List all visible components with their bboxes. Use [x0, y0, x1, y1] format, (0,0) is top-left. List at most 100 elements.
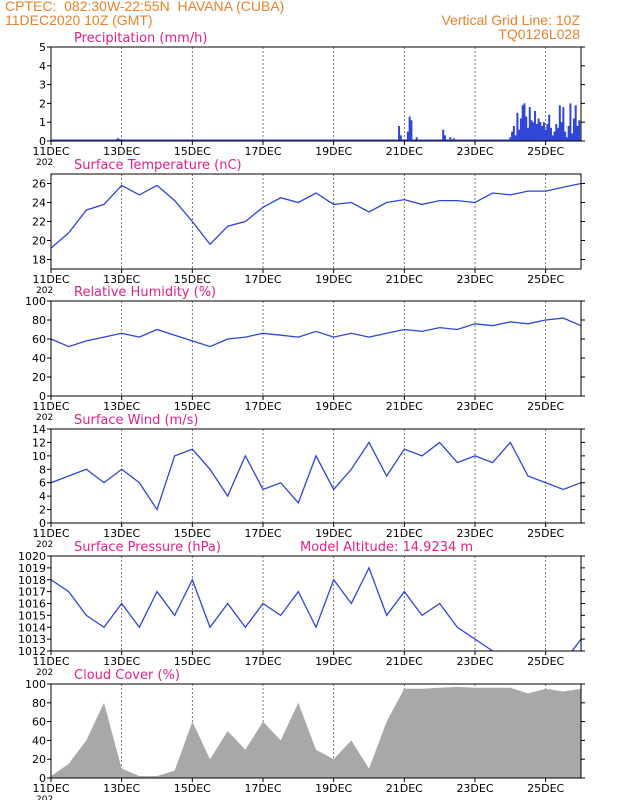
x-tick-label: 25DEC — [527, 145, 564, 158]
precip-bar — [549, 127, 552, 141]
product-code: TQ0126L028 — [498, 26, 580, 42]
y-tick-label: 80 — [32, 697, 46, 710]
precip-bar — [537, 118, 540, 141]
precip-bar — [553, 131, 556, 141]
x-tick-label: 15DEC — [174, 273, 211, 286]
x-tick-label: 11DEC — [32, 145, 69, 158]
precip-bar — [578, 120, 581, 141]
precip-bar — [449, 137, 452, 141]
y-tick-label: 100 — [25, 678, 46, 691]
panel-title: Relative Humidity (%) — [74, 285, 216, 300]
plot-frame — [50, 173, 582, 270]
panel-humidity: 0 20 40 60 80 100 11DEC 13DEC 15DEC 17DEC 19DEC 21D… — [25, 285, 585, 423]
y-tick-label: 60 — [32, 333, 46, 346]
precip-bar — [534, 110, 537, 141]
x-tick-label: 15DEC — [174, 782, 211, 795]
header-line2: 11DEC2020 10Z (GMT) — [5, 12, 153, 28]
precip-bar — [551, 135, 554, 141]
y-tick-label: 8 — [39, 463, 46, 476]
precip-bar — [557, 127, 560, 141]
y-tick-label: 26 — [32, 178, 46, 191]
plot-frame — [50, 300, 582, 397]
precip-bar — [562, 107, 565, 141]
x-tick-label: 13DEC — [103, 145, 140, 158]
precip-bar — [519, 118, 522, 141]
x-tick-label: 11DEC — [32, 655, 69, 668]
y-tick-label: 1019 — [18, 562, 46, 575]
panel-precipitation: 0 1 2 3 4 5 11DEC 13DEC 15DEC 17DEC 19DEC 21DEC 23DE… — [32, 31, 585, 168]
x-tick-label: 19DEC — [315, 782, 352, 795]
precip-bar — [518, 129, 521, 141]
x-tick-label: 17DEC — [244, 655, 281, 668]
precip-bar — [576, 125, 579, 141]
y-tick-label: 3 — [39, 79, 46, 92]
y-tick-label: 18 — [32, 254, 46, 267]
y-tick-label: 1012 — [18, 645, 46, 658]
y-tick-label: 24 — [32, 197, 46, 210]
y-tick-label: 0 — [39, 772, 46, 785]
panel-title: Surface Wind (m/s) — [74, 413, 198, 428]
x-tick-label: 17DEC — [244, 527, 281, 540]
precip-bar — [544, 129, 547, 141]
x-tick-label: 23DEC — [456, 400, 493, 413]
x-tick-label: 13DEC — [103, 782, 140, 795]
precip-bar — [442, 129, 445, 141]
precip-bar — [564, 131, 567, 141]
x-tick-label: 13DEC — [103, 527, 140, 540]
x-tick-label: 19DEC — [315, 655, 352, 668]
x-tick-label: 21DEC — [386, 400, 423, 413]
x-tick-label: 19DEC — [315, 527, 352, 540]
x-tick-label: 25DEC — [527, 400, 564, 413]
x-tick-label: 15DEC — [174, 527, 211, 540]
y-tick-label: 1017 — [18, 586, 46, 599]
y-tick-label: 100 — [25, 295, 46, 308]
precip-bar — [572, 118, 575, 141]
precip-bar — [567, 125, 570, 141]
precip-bar — [541, 125, 544, 141]
y-tick-label: 1 — [39, 116, 46, 129]
precip-bar — [525, 116, 528, 141]
y-tick-label: 2 — [39, 97, 46, 110]
precip-bar — [539, 122, 542, 141]
y-tick-label: 5 — [39, 41, 46, 54]
wind-line — [51, 441, 581, 512]
y-tick-label: 2 — [39, 504, 46, 517]
plot-frame — [50, 683, 582, 779]
x-tick-label: 23DEC — [456, 273, 493, 286]
year-stub: 202 — [36, 413, 53, 423]
precip-bar — [530, 120, 533, 141]
panel-temperature: 18 20 22 24 26 11DEC 13DEC 15DEC 17DEC 19DEC 21DEC… — [32, 158, 585, 296]
y-tick-label: 1015 — [18, 609, 46, 622]
precip-bar — [521, 105, 524, 141]
y-tick-label: 1016 — [18, 598, 46, 611]
x-tick-label: 23DEC — [456, 782, 493, 795]
year-stub: 202 — [36, 668, 53, 678]
precip-bar — [569, 103, 572, 141]
precip-bar — [548, 114, 551, 141]
y-tick-label: 20 — [32, 371, 46, 384]
precip-bar — [546, 124, 549, 141]
y-tick-label: 22 — [32, 216, 46, 229]
precip-bar — [523, 103, 526, 141]
y-tick-label: 10 — [32, 450, 46, 463]
precip-bar — [398, 125, 401, 141]
y-tick-label: 0 — [39, 390, 46, 403]
year-stub: 202 — [36, 286, 53, 296]
x-tick-label: 25DEC — [527, 273, 564, 286]
x-tick-label: 13DEC — [103, 273, 140, 286]
precip-bar — [528, 107, 531, 141]
x-tick-label: 11DEC — [32, 400, 69, 413]
x-tick-label: 11DEC — [32, 527, 69, 540]
precip-bar — [565, 137, 568, 141]
x-tick-label: 11DEC — [32, 782, 69, 795]
x-tick-label: 19DEC — [315, 400, 352, 413]
x-tick-label: 13DEC — [103, 655, 140, 668]
header-line1: CPTEC: 082:30W-22:55N HAVANA (CUBA) — [5, 0, 285, 14]
y-tick-label: 1013 — [18, 633, 46, 646]
y-tick-label: 40 — [32, 734, 46, 747]
precip-bar — [512, 125, 515, 141]
plot-frame — [50, 46, 582, 142]
y-tick-label: 4 — [39, 60, 46, 73]
